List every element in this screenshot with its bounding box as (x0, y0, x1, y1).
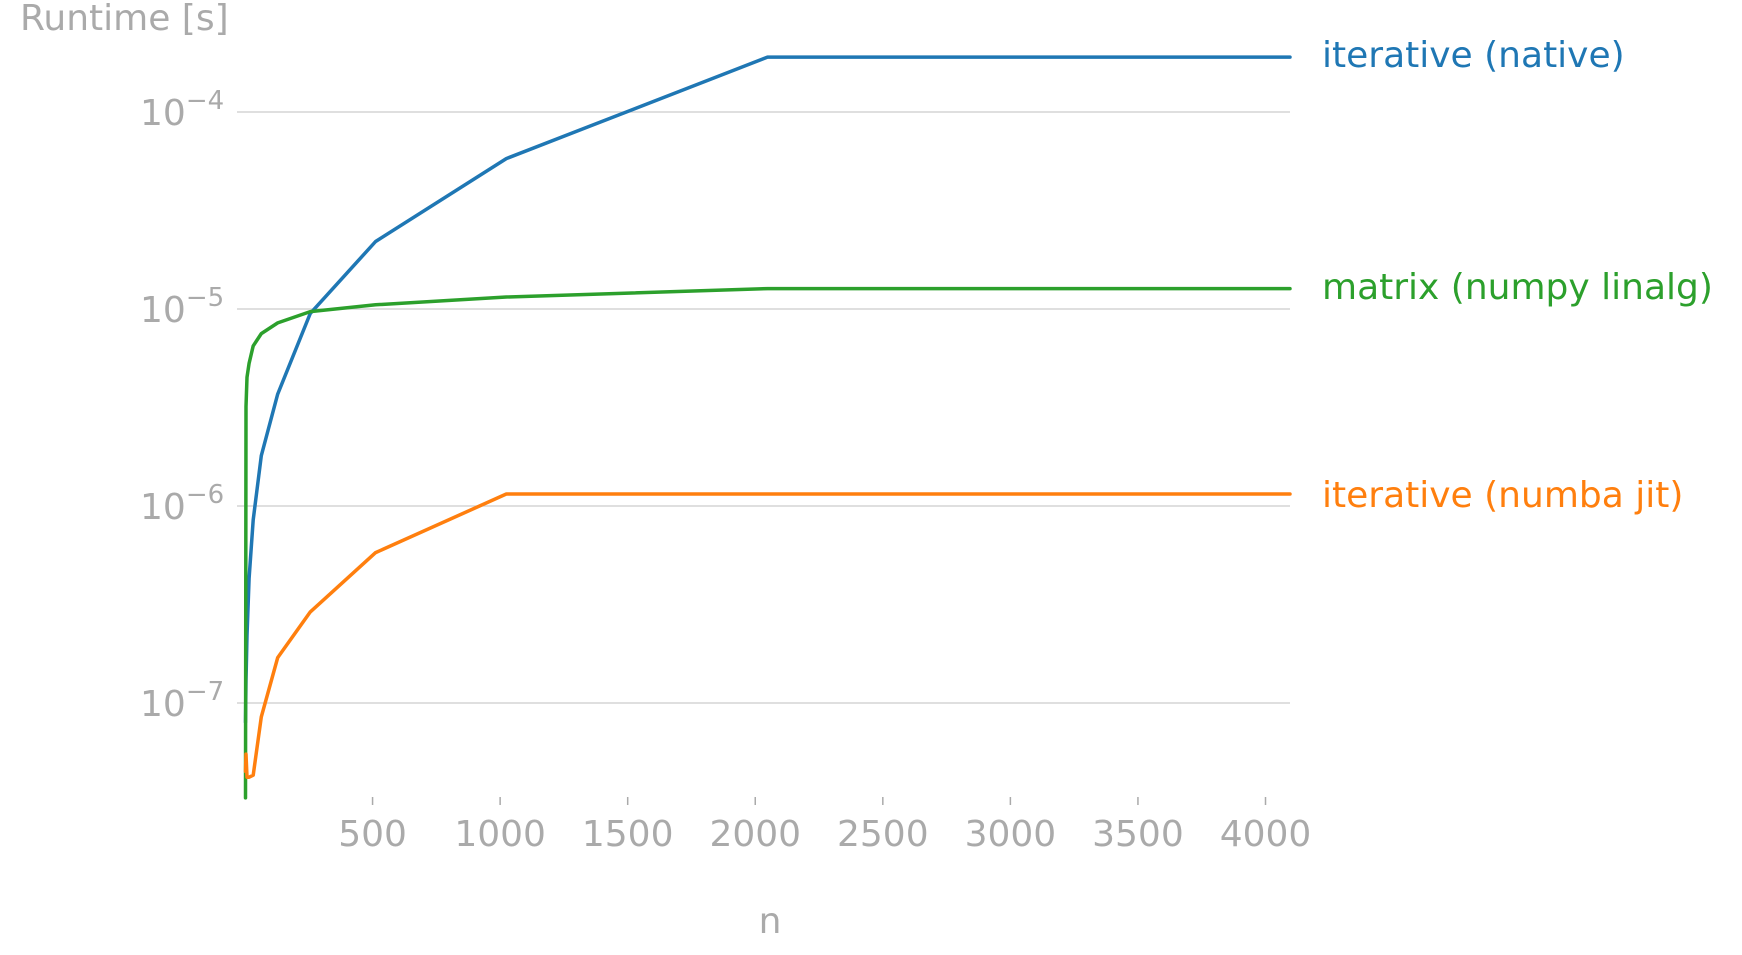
x-tick-label: 2000 (709, 814, 801, 855)
y-tick-base: 10 (140, 487, 186, 528)
series-line-2 (243, 286, 1292, 800)
series-label-1: iterative (native) (1322, 35, 1625, 76)
x-tick-label: 2500 (837, 814, 929, 855)
series-lines (243, 55, 1292, 800)
y-tick-label: 10−6 (140, 480, 224, 528)
series-label-3: iterative (numba jit) (1322, 475, 1683, 516)
x-tick-label: 4000 (1220, 814, 1312, 855)
y-axis: 10−710−610−510−4 (140, 86, 224, 725)
x-tick-label: 3000 (965, 814, 1057, 855)
series-line-3 (243, 492, 1292, 779)
y-tick-label: 10−4 (140, 86, 224, 134)
x-axis-title: n (759, 901, 782, 942)
x-tick-label: 1500 (582, 814, 674, 855)
grid (237, 111, 1290, 704)
y-tick-label: 10−7 (140, 677, 224, 725)
y-tick-base: 10 (140, 93, 186, 134)
series-label-2: matrix (numpy linalg) (1322, 267, 1713, 308)
y-tick-exponent: −5 (186, 283, 224, 313)
y-axis-title: Runtime [s] (20, 0, 229, 39)
x-tick-label: 500 (338, 814, 407, 855)
x-tick-label: 3500 (1092, 814, 1184, 855)
y-tick-label: 10−5 (140, 283, 224, 331)
y-tick-exponent: −6 (186, 480, 224, 510)
y-tick-exponent: −7 (186, 677, 224, 707)
series-labels: iterative (native) matrix (numpy linalg) i… (1322, 35, 1713, 516)
y-tick-base: 10 (140, 684, 186, 725)
y-tick-exponent: −4 (186, 86, 224, 116)
y-tick-base: 10 (140, 290, 186, 331)
x-tick-label: 1000 (454, 814, 546, 855)
series-line-1 (243, 55, 1292, 724)
x-axis: 500 1000 1500 2000 2500 3000 3500 4000 (338, 797, 1311, 855)
